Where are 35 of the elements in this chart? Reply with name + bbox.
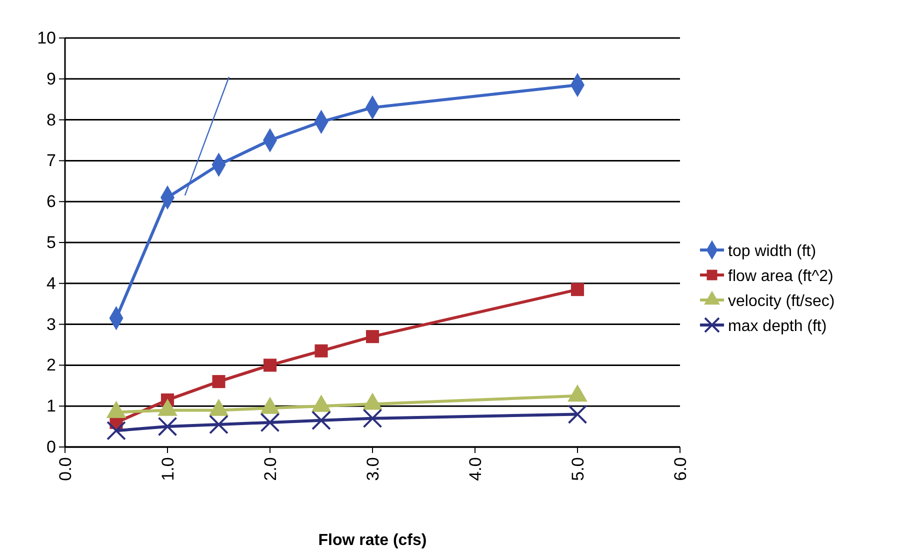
legend-label: top width (ft): [728, 243, 816, 260]
point: [366, 330, 380, 344]
point: [106, 420, 126, 440]
y-tick-label: 1: [46, 396, 56, 416]
y-tick-label: 10: [37, 28, 56, 48]
point: [158, 416, 178, 436]
y-tick-label: 2: [46, 356, 56, 375]
x-tick-label: 1.0: [158, 457, 178, 481]
y-tick-label: 4: [46, 274, 56, 293]
y-tick-label: 0: [46, 437, 56, 456]
point: [263, 358, 277, 372]
point: [212, 375, 226, 388]
legend-label: velocity (ft/sec): [728, 293, 835, 310]
x-tick-label: 3.0: [363, 457, 382, 481]
point: [362, 408, 382, 428]
x-tick-label: 5.0: [568, 457, 588, 481]
y-tick-label: 3: [46, 314, 56, 334]
point: [568, 404, 588, 424]
x-tick-label: 4.0: [466, 457, 485, 481]
point: [314, 344, 328, 358]
point: [209, 414, 228, 434]
x-tick-label: 6.0: [670, 457, 690, 481]
y-tick-label: 5: [46, 232, 56, 252]
y-tick-label: 9: [46, 69, 56, 88]
point: [260, 412, 280, 432]
x-tick-label: 0.0: [56, 457, 75, 481]
x-tick-label: 2.0: [260, 457, 280, 481]
legend-label: max depth (ft): [728, 318, 827, 335]
y-tick-label: 7: [46, 151, 56, 170]
point: [570, 283, 584, 296]
y-tick-label: 8: [46, 110, 56, 130]
point: [312, 410, 331, 430]
legend-label: flow area (ft^2): [728, 268, 834, 285]
y-tick-label: 6: [46, 192, 56, 212]
x-axis-title: Flow rate (cfs): [318, 532, 427, 549]
